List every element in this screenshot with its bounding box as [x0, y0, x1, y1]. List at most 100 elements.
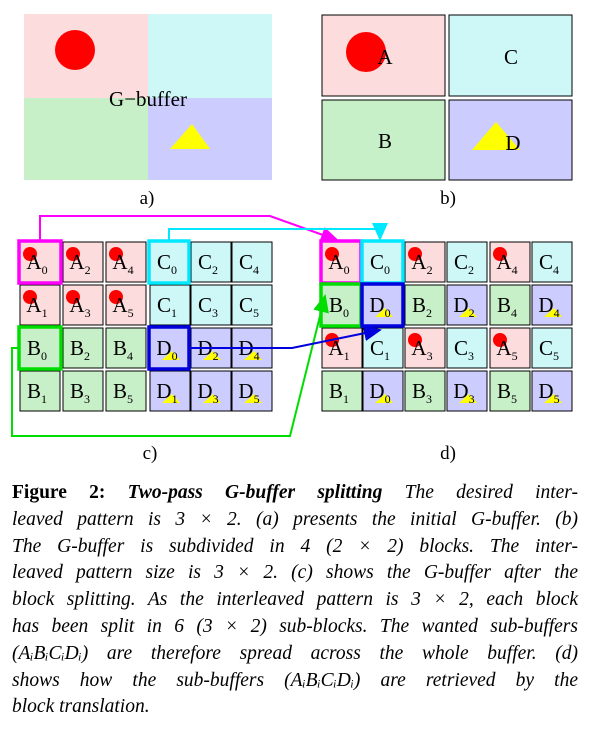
red-circle-shape: [408, 247, 422, 261]
red-circle-shape: [109, 247, 123, 261]
caption-line: has been split in 6 (3 × 2) sub-blocks. …: [12, 615, 578, 637]
sub-block-a4: A4: [489, 241, 531, 283]
yellow-triangle-shape: [459, 394, 477, 403]
red-circle-shape: [408, 333, 422, 347]
sub-block-c1: C1: [149, 284, 191, 326]
sub-block-d5: D5: [231, 370, 273, 412]
sub-block-c2: C2: [446, 241, 488, 283]
caption-line: leaved pattern size is 3 × 2. (c) shows …: [12, 562, 578, 584]
sub-block-b1: B1: [321, 370, 363, 412]
panel-b: A C B D b): [321, 14, 573, 209]
caption-line: The G-buffer is subdivided in 4 (2 × 2) …: [12, 535, 578, 557]
red-circle-shape: [346, 32, 386, 72]
red-circle-shape: [66, 247, 80, 261]
arrow-green: [11, 294, 329, 437]
caption-text: The desired inter-: [404, 482, 579, 503]
arrow-blue: [189, 325, 382, 349]
sub-block-b3: B3: [62, 370, 104, 412]
caption-line: leaved pattern is 3 × 2. (a) presents th…: [12, 508, 578, 530]
sub-block-c5: C5: [531, 327, 573, 369]
sub-block-d0: D0: [362, 370, 404, 412]
sub-block-d3: D3: [446, 370, 488, 412]
sub-block-b0: B0: [321, 284, 363, 326]
sub-block-c5: C5: [231, 284, 273, 326]
yellow-triangle-shape: [375, 308, 393, 317]
caption-line: block translation.: [12, 696, 150, 718]
sub-block-c0: C0: [149, 241, 191, 283]
sub-block-b2: B2: [62, 327, 104, 369]
sub-block-b1: B1: [19, 370, 61, 412]
caption-line: (AᵢBᵢCᵢDᵢ) are therefore spread across t…: [12, 642, 578, 664]
block-label-d: D: [505, 131, 520, 155]
sublabel-d: d): [440, 443, 456, 464]
red-circle-shape: [55, 30, 95, 70]
yellow-triangle-shape: [203, 394, 221, 403]
sublabel-b: b): [440, 188, 456, 209]
sub-block-c0: C0: [362, 241, 404, 283]
sub-block-a0: A0: [321, 241, 363, 283]
yellow-triangle-shape: [170, 124, 210, 149]
sub-block-a0: A0: [19, 241, 61, 283]
sub-block-b2: B2: [404, 284, 446, 326]
highlights-and-arrows: [11, 215, 405, 437]
figure-caption: Figure 2: Two-pass G-buffer splitting Th…: [12, 480, 578, 721]
highlight-d0-dst: [360, 282, 405, 328]
panel-a: G−buffer a): [24, 14, 272, 209]
sub-block-c4: C4: [231, 241, 273, 283]
sub-block-a2: A2: [404, 241, 446, 283]
yellow-triangle-shape: [203, 351, 221, 360]
sub-block-a5: A5: [105, 284, 147, 326]
caption-line: block splitting. As the interleaved patt…: [12, 589, 578, 611]
red-circle-shape: [325, 247, 339, 261]
sub-block-b5: B5: [489, 370, 531, 412]
sub-block-c3: C3: [446, 327, 488, 369]
yellow-triangle-shape: [244, 394, 262, 403]
sub-block-b4: B4: [489, 284, 531, 326]
yellow-triangle-shape: [459, 308, 477, 317]
caption-line-1: Figure 2: Two-pass G-buffer splitting Th…: [12, 480, 578, 507]
yellow-triangle-shape: [544, 308, 562, 317]
sub-block-a3: A3: [404, 327, 446, 369]
caption-title: Two-pass G-buffer splitting: [127, 482, 383, 503]
red-circle-shape: [493, 333, 507, 347]
yellow-triangle-shape: [544, 394, 562, 403]
yellow-triangle-shape: [244, 351, 262, 360]
sub-block-c4: C4: [531, 241, 573, 283]
sub-block-d1: D1: [149, 370, 191, 412]
sub-block-b5: B5: [105, 370, 147, 412]
sub-block-d0: D0: [362, 284, 404, 326]
yellow-triangle-shape: [472, 122, 520, 150]
red-circle-shape: [23, 290, 37, 304]
sub-block-d0: D0: [149, 327, 191, 369]
sub-block-c3: C3: [190, 284, 232, 326]
sub-block-b0: B0: [19, 327, 61, 369]
red-circle-shape: [109, 290, 123, 304]
sub-block-d5: D5: [531, 370, 573, 412]
sub-block-a5: A5: [489, 327, 531, 369]
sublabel-c: c): [143, 443, 158, 464]
sublabel-a: a): [140, 188, 155, 209]
red-circle-shape: [66, 290, 80, 304]
red-circle-shape: [493, 247, 507, 261]
yellow-triangle-shape: [375, 394, 393, 403]
yellow-triangle-shape: [162, 394, 180, 403]
sub-block-b3: B3: [404, 370, 446, 412]
block-label-c: C: [504, 45, 518, 69]
arrow-cyan: [168, 223, 388, 241]
sub-block-a2: A2: [62, 241, 104, 283]
yellow-triangle-shape: [162, 351, 180, 360]
sub-block-a4: A4: [105, 241, 147, 283]
gbuffer-label: G−buffer: [109, 87, 187, 111]
sub-block-a3: A3: [62, 284, 104, 326]
caption-line: shows how the sub-buffers (AᵢBᵢCᵢDᵢ) are…: [12, 669, 578, 691]
sub-block-d4: D4: [531, 284, 573, 326]
sub-block-c2: C2: [190, 241, 232, 283]
block-label-b: B: [378, 129, 392, 153]
red-circle-shape: [23, 247, 37, 261]
caption-lead: Figure 2:: [12, 482, 106, 503]
sub-block-c1: C1: [362, 327, 404, 369]
block-label-a: A: [377, 45, 393, 69]
